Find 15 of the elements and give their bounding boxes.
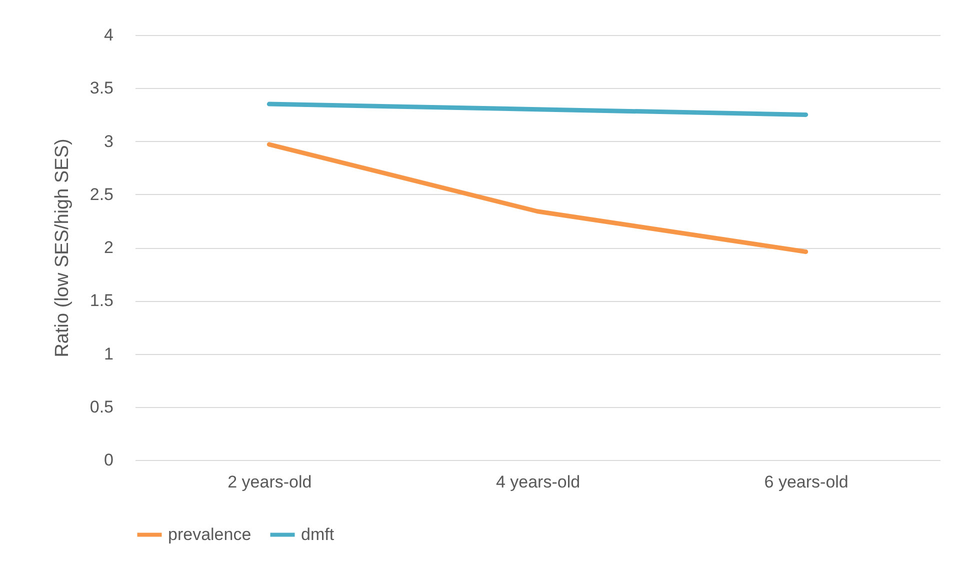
y-tick-label: 2.5 [90, 184, 114, 204]
y-tick-label: 0.5 [90, 397, 114, 416]
y-tick-label: 3 [104, 132, 114, 151]
x-tick-label: 4 years-old [496, 472, 580, 492]
y-tick-label: 3.5 [90, 78, 114, 98]
y-tick-label: 1.5 [90, 291, 114, 310]
x-tick-label: 6 years-old [764, 472, 848, 492]
y-tick-label: 2 [104, 238, 114, 257]
legend-label: prevalence [168, 524, 252, 544]
y-tick-label: 1 [104, 344, 114, 364]
legend-label: dmft [301, 524, 334, 544]
x-tick-label: 2 years-old [228, 472, 312, 492]
y-axis-title: Ratio (low SES/high SES) [52, 138, 73, 358]
y-tick-label: 4 [104, 26, 114, 44]
y-tick-label: 0 [104, 450, 114, 470]
